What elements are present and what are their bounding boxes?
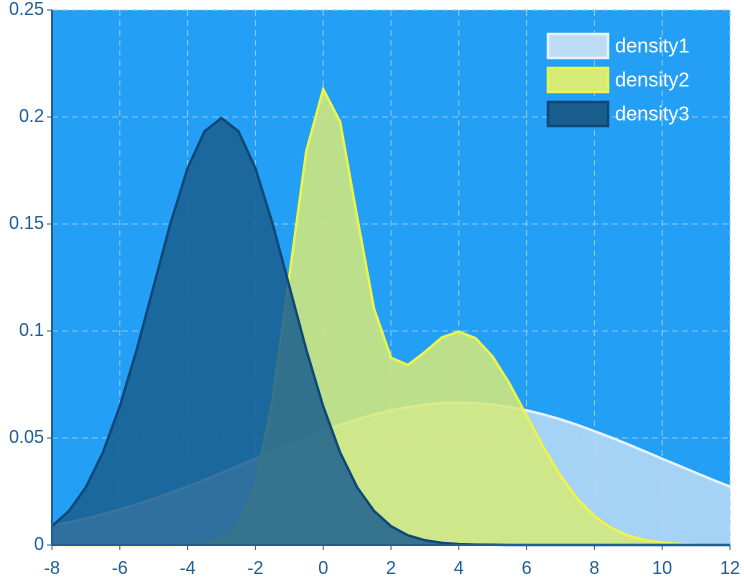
y-tick-label: 0.2 [19,106,44,126]
y-tick-label: 0.1 [19,320,44,340]
x-tick-label: 6 [522,558,532,578]
x-tick-label: 10 [652,558,672,578]
legend-swatch [546,100,610,128]
y-tick-label: 0.05 [9,427,44,447]
x-tick-label: -4 [180,558,196,578]
y-tick-label: 0.15 [9,213,44,233]
legend-label: density1 [615,35,690,57]
area [52,89,730,546]
y-tick-label: 0.25 [9,0,44,19]
x-tick-label: -2 [247,558,263,578]
watermark: CSDN @slandarer [593,551,726,568]
x-tick-label: 8 [589,558,599,578]
x-tick-label: 12 [720,558,740,578]
legend-swatch [546,32,610,60]
x-tick-label: -6 [112,558,128,578]
x-tick-label: 2 [386,558,396,578]
legend-label: density3 [615,103,690,125]
x-tick-label: 4 [454,558,464,578]
x-tick-label: -8 [44,558,60,578]
area [52,118,730,545]
x-tick-label: 0 [318,558,328,578]
legend-swatch [546,66,610,94]
legend-label: density2 [615,69,690,91]
y-tick-label: 0 [34,534,44,554]
